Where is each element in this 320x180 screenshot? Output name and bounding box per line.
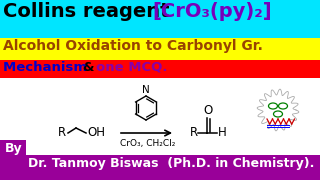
Text: Alcohol Oxidation to Carbonyl Gr.: Alcohol Oxidation to Carbonyl Gr. xyxy=(3,39,263,53)
Bar xyxy=(0,38,320,60)
Text: OH: OH xyxy=(87,127,105,140)
Text: &: & xyxy=(83,61,99,74)
Text: H: H xyxy=(218,127,227,140)
Text: Collins reagent: Collins reagent xyxy=(3,2,176,21)
Text: R: R xyxy=(58,127,66,140)
Text: CrO₃, CH₂Cl₂: CrO₃, CH₂Cl₂ xyxy=(120,139,175,148)
Text: O: O xyxy=(204,104,213,117)
Text: Mechanism: Mechanism xyxy=(3,61,92,74)
Text: one MCQ.: one MCQ. xyxy=(96,61,167,74)
Bar xyxy=(0,60,320,78)
Bar xyxy=(0,155,320,180)
Bar xyxy=(0,78,320,140)
Text: N: N xyxy=(142,85,150,95)
Text: By: By xyxy=(5,142,23,155)
Bar xyxy=(0,140,26,155)
Text: Dr. Tanmoy Biswas  (Ph.D. in Chemistry).: Dr. Tanmoy Biswas (Ph.D. in Chemistry). xyxy=(28,157,314,170)
Text: [CrO₃(py)₂]: [CrO₃(py)₂] xyxy=(152,2,272,21)
Text: R: R xyxy=(190,127,198,140)
Bar xyxy=(0,0,320,38)
